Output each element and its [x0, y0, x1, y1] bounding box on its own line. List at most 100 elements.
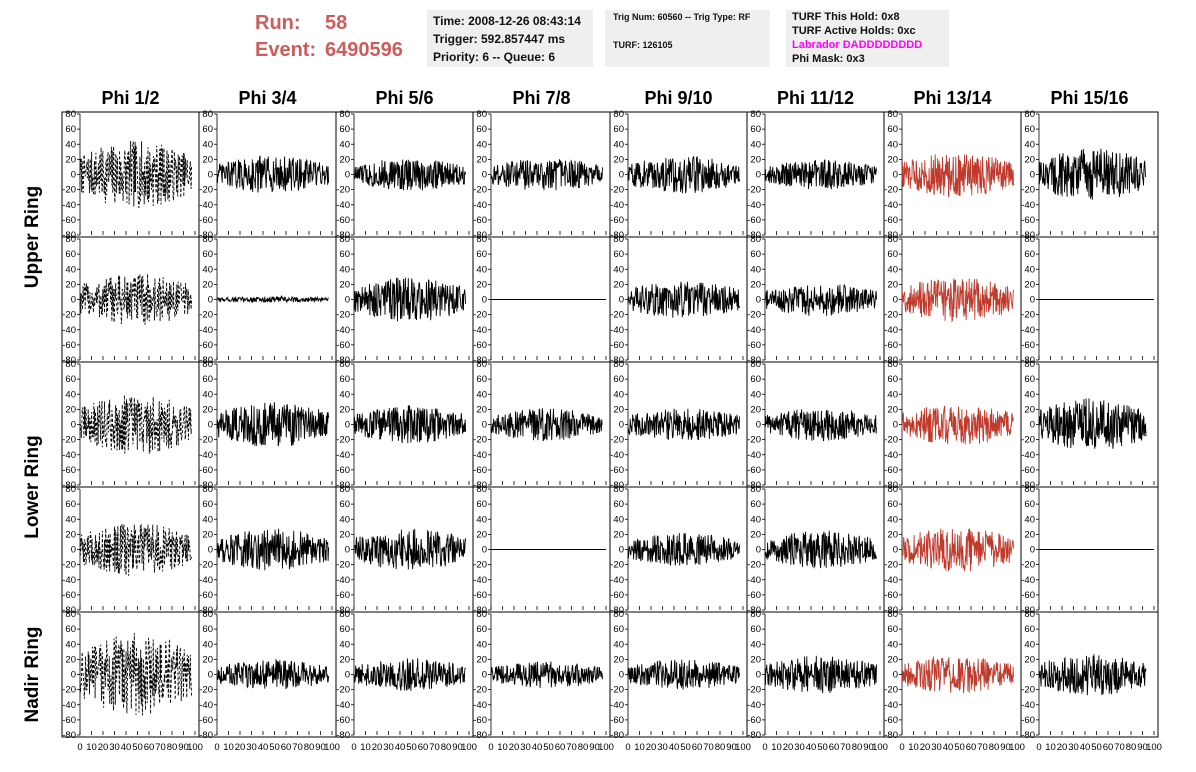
y-tick-label: -80 — [747, 730, 761, 741]
waveform-trace — [901, 278, 1014, 323]
x-tick-label: 40 — [806, 742, 817, 753]
y-tick-label: -20 — [1021, 685, 1035, 696]
x-tick-label: 80 — [852, 742, 863, 753]
x-tick-label: 50 — [406, 742, 417, 753]
y-tick-label: 0 — [482, 295, 487, 306]
y-tick-label: 40 — [1024, 514, 1035, 525]
y-tick-label: 60 — [339, 124, 350, 135]
x-tick-label: 20 — [920, 742, 931, 753]
y-tick-label: -40 — [62, 450, 76, 461]
y-tick-label: -40 — [336, 700, 350, 711]
y-tick-label: -40 — [62, 200, 76, 211]
y-tick-label: 0 — [893, 420, 898, 431]
y-tick-label: -20 — [62, 435, 76, 446]
y-tick-label: -40 — [336, 575, 350, 586]
y-tick-label: -60 — [473, 590, 487, 601]
x-tick-label: 40 — [943, 742, 954, 753]
x-tick-label: 0 — [214, 742, 219, 753]
y-tick-label: 20 — [887, 654, 898, 665]
y-tick-label: 80 — [1024, 359, 1035, 370]
y-tick-label: 40 — [887, 139, 898, 150]
y-tick-label: -60 — [884, 465, 898, 476]
y-tick-label: -40 — [199, 325, 213, 336]
y-tick-label: 80 — [613, 609, 624, 620]
y-tick-label: -80 — [473, 605, 487, 616]
x-tick-label: 30 — [109, 742, 120, 753]
y-tick-label: -60 — [884, 215, 898, 226]
time-info-box: Time: 2008-12-26 08:43:14 Trigger: 592.8… — [427, 10, 593, 67]
y-tick-label: -40 — [336, 325, 350, 336]
y-tick-label: 0 — [1030, 170, 1035, 181]
y-tick-label: -40 — [473, 575, 487, 586]
y-tick-label: 40 — [339, 139, 350, 150]
x-tick-label: 70 — [429, 742, 440, 753]
y-tick-label: -80 — [884, 355, 898, 366]
y-tick-label: 0 — [71, 420, 76, 431]
y-tick-label: 60 — [750, 374, 761, 385]
y-tick-label: -80 — [747, 355, 761, 366]
y-tick-label: 60 — [750, 124, 761, 135]
y-tick-label: 60 — [613, 624, 624, 635]
y-tick-label: 20 — [613, 654, 624, 665]
turf-active-holds-text: TURF Active Holds: 0xc — [792, 25, 916, 37]
y-tick-label: 40 — [887, 389, 898, 400]
y-tick-label: 80 — [65, 359, 76, 370]
waveform-trace — [216, 295, 329, 304]
x-tick-label: 40 — [121, 742, 132, 753]
y-tick-label: 20 — [1024, 279, 1035, 290]
y-tick-label: 40 — [613, 389, 624, 400]
y-tick-label: -60 — [747, 340, 761, 351]
waveform-trace — [627, 155, 740, 194]
y-tick-label: -40 — [610, 575, 624, 586]
waveform-trace — [490, 661, 603, 688]
y-tick-label: -80 — [336, 480, 350, 491]
y-tick-label: 80 — [339, 109, 350, 120]
x-tick-label: 50 — [132, 742, 143, 753]
y-tick-label: -60 — [747, 215, 761, 226]
y-tick-label: -40 — [336, 200, 350, 211]
y-tick-label: -20 — [199, 685, 213, 696]
y-tick-label: 0 — [482, 545, 487, 556]
y-tick-label: 0 — [1030, 545, 1035, 556]
y-tick-label: 40 — [339, 514, 350, 525]
y-tick-label: -80 — [473, 480, 487, 491]
waveform-trace — [216, 528, 330, 571]
y-tick-label: -20 — [1021, 185, 1035, 196]
y-tick-label: -20 — [473, 685, 487, 696]
x-tick-label: 70 — [703, 742, 714, 753]
y-tick-label: -20 — [336, 685, 350, 696]
x-tick-label: 10 — [634, 742, 645, 753]
y-tick-label: -60 — [62, 590, 76, 601]
y-tick-label: -20 — [747, 185, 761, 196]
y-tick-label: 80 — [750, 609, 761, 620]
x-tick-label: 0 — [77, 742, 82, 753]
y-tick-label: 80 — [1024, 609, 1035, 620]
event-value: 6490596 — [325, 39, 403, 61]
y-tick-label: 40 — [613, 514, 624, 525]
x-tick-label: 0 — [762, 742, 767, 753]
event-line: Event: 6490596 — [255, 37, 403, 64]
y-tick-label: 40 — [476, 514, 487, 525]
run-label: Run: — [255, 12, 301, 34]
y-tick-label: 40 — [339, 389, 350, 400]
y-tick-label: 80 — [613, 234, 624, 245]
y-tick-label: 40 — [1024, 264, 1035, 275]
y-tick-label: 40 — [65, 639, 76, 650]
y-tick-label: -80 — [473, 230, 487, 241]
x-tick-label: 30 — [520, 742, 531, 753]
y-tick-label: 40 — [202, 639, 213, 650]
y-tick-label: -40 — [747, 700, 761, 711]
x-tick-label: 100 — [735, 742, 751, 753]
y-tick-label: 0 — [619, 670, 624, 681]
y-tick-label: 20 — [65, 154, 76, 165]
y-tick-label: -20 — [199, 310, 213, 321]
x-tick-label: 60 — [418, 742, 429, 753]
y-tick-label: -40 — [747, 575, 761, 586]
y-tick-label: 80 — [202, 109, 213, 120]
y-tick-label: 80 — [476, 359, 487, 370]
y-tick-label: -60 — [1021, 215, 1035, 226]
y-tick-label: -20 — [473, 185, 487, 196]
y-tick-label: 20 — [887, 279, 898, 290]
x-tick-label: 70 — [292, 742, 303, 753]
x-tick-label: 60 — [144, 742, 155, 753]
